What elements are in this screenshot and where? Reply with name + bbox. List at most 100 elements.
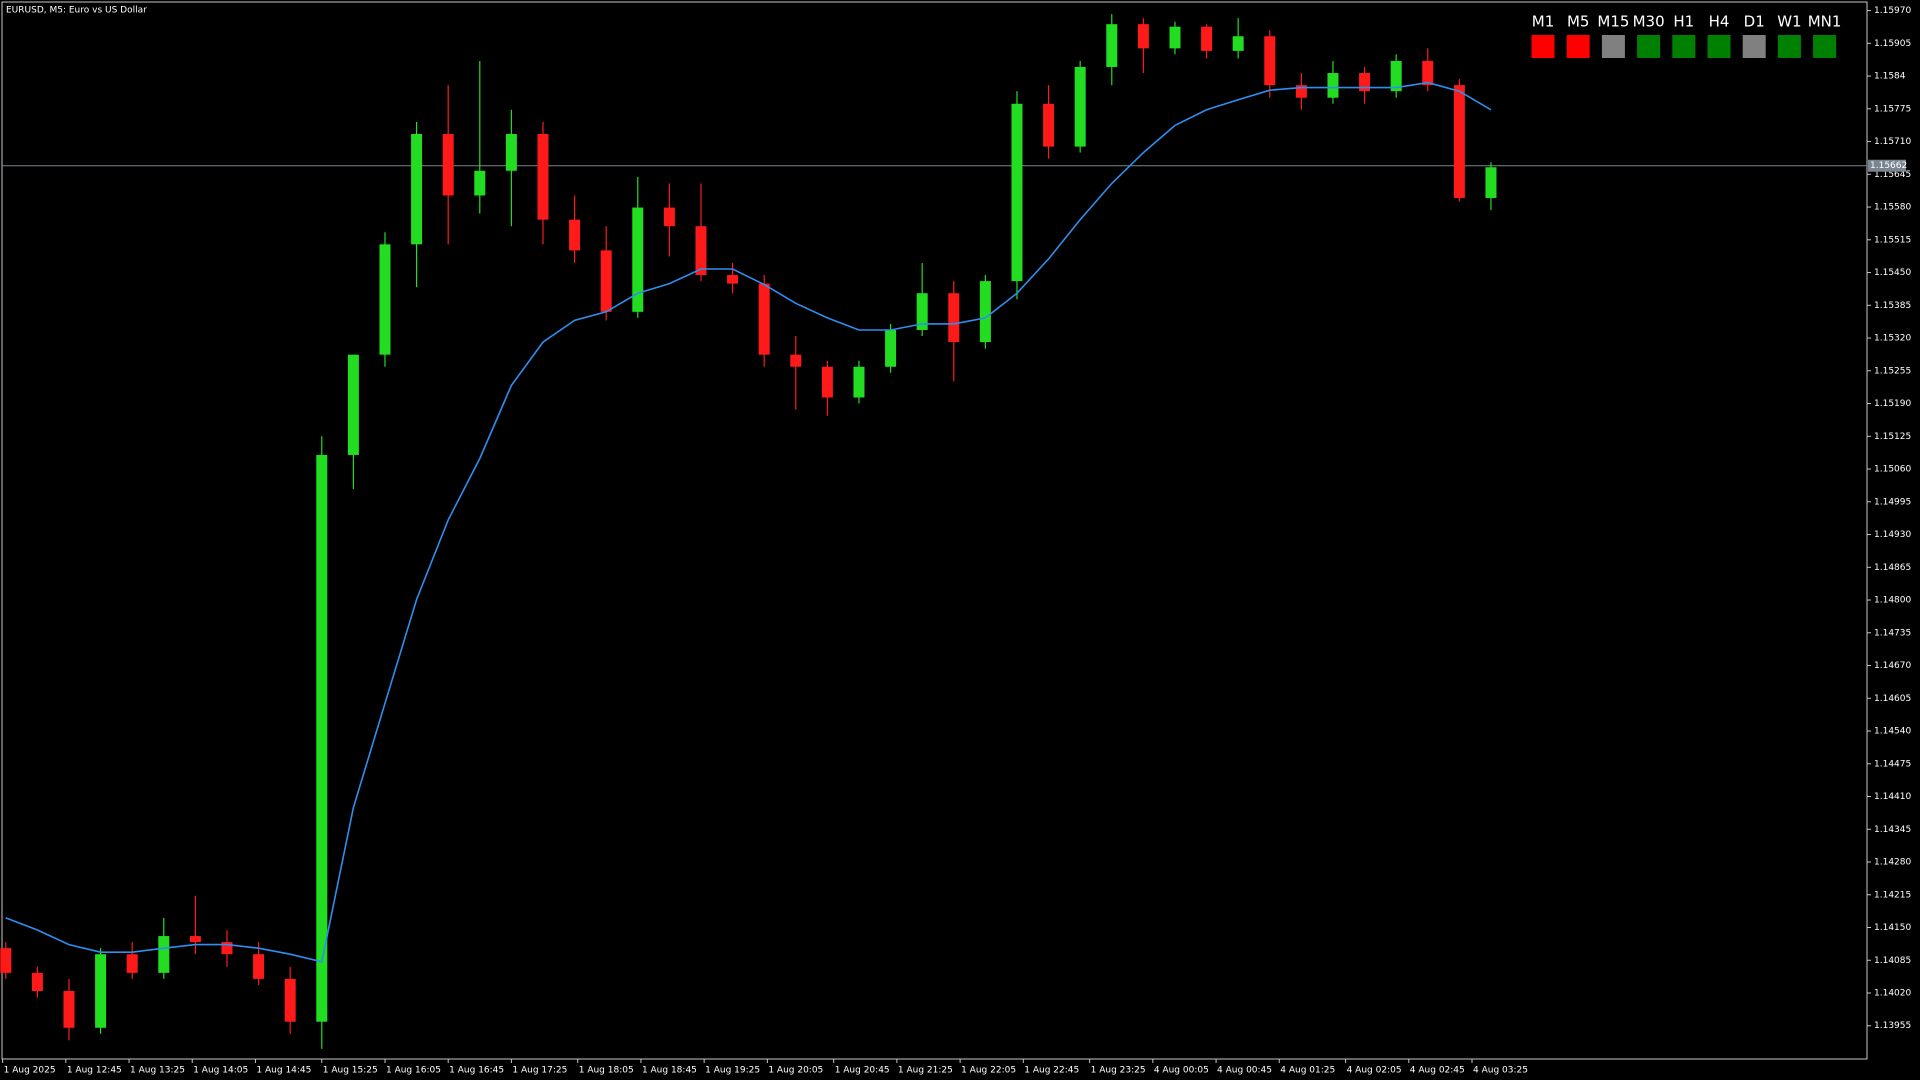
candle-body	[1327, 73, 1339, 98]
x-tick-label: 1 Aug 23:25	[1091, 1066, 1146, 1076]
y-tick-label: 1.15710	[1874, 137, 1911, 147]
y-tick-label: 1.1584	[1874, 72, 1906, 82]
x-tick-label: 4 Aug 00:05	[1154, 1066, 1209, 1076]
timeframe-label: D1	[1744, 13, 1765, 31]
candle-body	[253, 954, 265, 979]
y-tick-label: 1.15125	[1874, 432, 1911, 442]
candle-body	[379, 244, 391, 355]
y-tick-label: 1.15580	[1874, 203, 1911, 213]
x-tick-label: 1 Aug 14:05	[193, 1066, 248, 1076]
candle-body	[790, 354, 802, 367]
timeframe-label: H1	[1673, 13, 1694, 31]
timeframe-label: W1	[1777, 13, 1801, 31]
y-tick-label: 1.14475	[1874, 759, 1911, 769]
candle-body	[821, 366, 833, 398]
timeframe-indicator	[1601, 35, 1625, 58]
y-tick-label: 1.14280	[1874, 858, 1911, 868]
timeframe-label: M30	[1633, 13, 1665, 31]
x-tick-label: 4 Aug 02:05	[1347, 1066, 1402, 1076]
candle-body	[758, 283, 770, 355]
candle-body	[158, 936, 170, 973]
timeframe-indicator	[1742, 35, 1766, 58]
y-tick-label: 1.15320	[1874, 334, 1911, 344]
timeframe-indicator	[1672, 35, 1696, 58]
candle-body	[695, 226, 707, 276]
x-tick-label: 1 Aug 12:45	[67, 1066, 122, 1076]
candle-body	[411, 133, 423, 245]
candle-body	[1453, 85, 1465, 198]
candle-body	[1106, 24, 1118, 67]
candle-body	[1043, 103, 1055, 147]
candle-body	[1295, 85, 1307, 98]
x-tick-label: 1 Aug 18:45	[642, 1066, 697, 1076]
candle-body	[727, 275, 739, 284]
x-tick-label: 4 Aug 01:25	[1280, 1066, 1335, 1076]
chart-title: EURUSD, M5: Euro vs US Dollar	[6, 6, 147, 16]
candle-body	[505, 133, 517, 171]
candle-body	[316, 454, 328, 1022]
timeframe-indicator	[1566, 35, 1590, 58]
y-tick-label: 1.14800	[1874, 596, 1911, 606]
y-tick-label: 1.14605	[1874, 694, 1911, 704]
candle-body	[537, 133, 549, 220]
y-tick-label: 1.15645	[1874, 170, 1911, 180]
x-tick-label: 1 Aug 22:45	[1024, 1066, 1079, 1076]
candle-body	[284, 978, 296, 1022]
y-tick-label: 1.15060	[1874, 465, 1911, 475]
current-price-box	[1868, 159, 1906, 172]
candle-body	[600, 250, 612, 312]
candle-body	[569, 219, 581, 251]
timeframe-indicator	[1707, 35, 1731, 58]
candle-body	[1201, 26, 1213, 51]
x-tick-label: 1 Aug 15:25	[323, 1066, 378, 1076]
y-tick-label: 1.14345	[1874, 825, 1911, 835]
candle-body	[916, 293, 928, 330]
candle-body	[979, 281, 991, 343]
y-tick-label: 1.14540	[1874, 727, 1911, 737]
x-tick-label: 1 Aug 20:45	[835, 1066, 890, 1076]
y-tick-label: 1.14150	[1874, 923, 1911, 933]
y-tick-label: 1.14410	[1874, 792, 1911, 802]
x-tick-label: 4 Aug 00:45	[1217, 1066, 1272, 1076]
y-tick-label: 1.15970	[1874, 6, 1911, 16]
y-tick-label: 1.15385	[1874, 301, 1911, 311]
y-tick-label: 1.14085	[1874, 956, 1911, 966]
candle-body	[347, 354, 359, 455]
x-tick-label: 4 Aug 03:25	[1473, 1066, 1528, 1076]
candle-body	[1011, 103, 1023, 282]
candle-body	[1390, 60, 1402, 92]
candle-body	[189, 936, 201, 943]
y-tick-label: 1.14215	[1874, 890, 1911, 900]
candle-body	[1137, 24, 1149, 49]
candle-body	[442, 133, 454, 196]
y-tick-label: 1.14020	[1874, 989, 1911, 999]
y-tick-label: 1.14735	[1874, 628, 1911, 638]
candle-body	[632, 207, 644, 312]
candle-body	[0, 948, 12, 973]
x-tick-label: 1 Aug 16:45	[449, 1066, 504, 1076]
timeframe-indicator	[1531, 35, 1555, 58]
timeframe-label: MN1	[1808, 13, 1842, 31]
x-tick-label: 1 Aug 16:05	[386, 1066, 441, 1076]
x-tick-label: 1 Aug 17:25	[512, 1066, 567, 1076]
y-tick-label: 1.14995	[1874, 497, 1911, 507]
candle-body	[663, 207, 675, 227]
x-tick-label: 1 Aug 22:05	[961, 1066, 1016, 1076]
candle-body	[1169, 26, 1181, 49]
candle-body	[1422, 60, 1434, 86]
candle-body	[1232, 36, 1244, 51]
candle-body	[853, 366, 865, 398]
candle-body	[95, 954, 107, 1028]
x-tick-label: 1 Aug 14:45	[256, 1066, 311, 1076]
x-tick-label: 4 Aug 02:45	[1410, 1066, 1465, 1076]
timeframe-indicator	[1637, 35, 1661, 58]
timeframe-indicator	[1777, 35, 1801, 58]
candle-body	[948, 293, 960, 343]
timeframe-label: H4	[1709, 13, 1730, 31]
y-tick-label: 1.15905	[1874, 39, 1911, 49]
candle-body	[63, 990, 75, 1028]
timeframe-indicator	[1813, 35, 1837, 58]
moving-average	[5, 81, 1492, 963]
